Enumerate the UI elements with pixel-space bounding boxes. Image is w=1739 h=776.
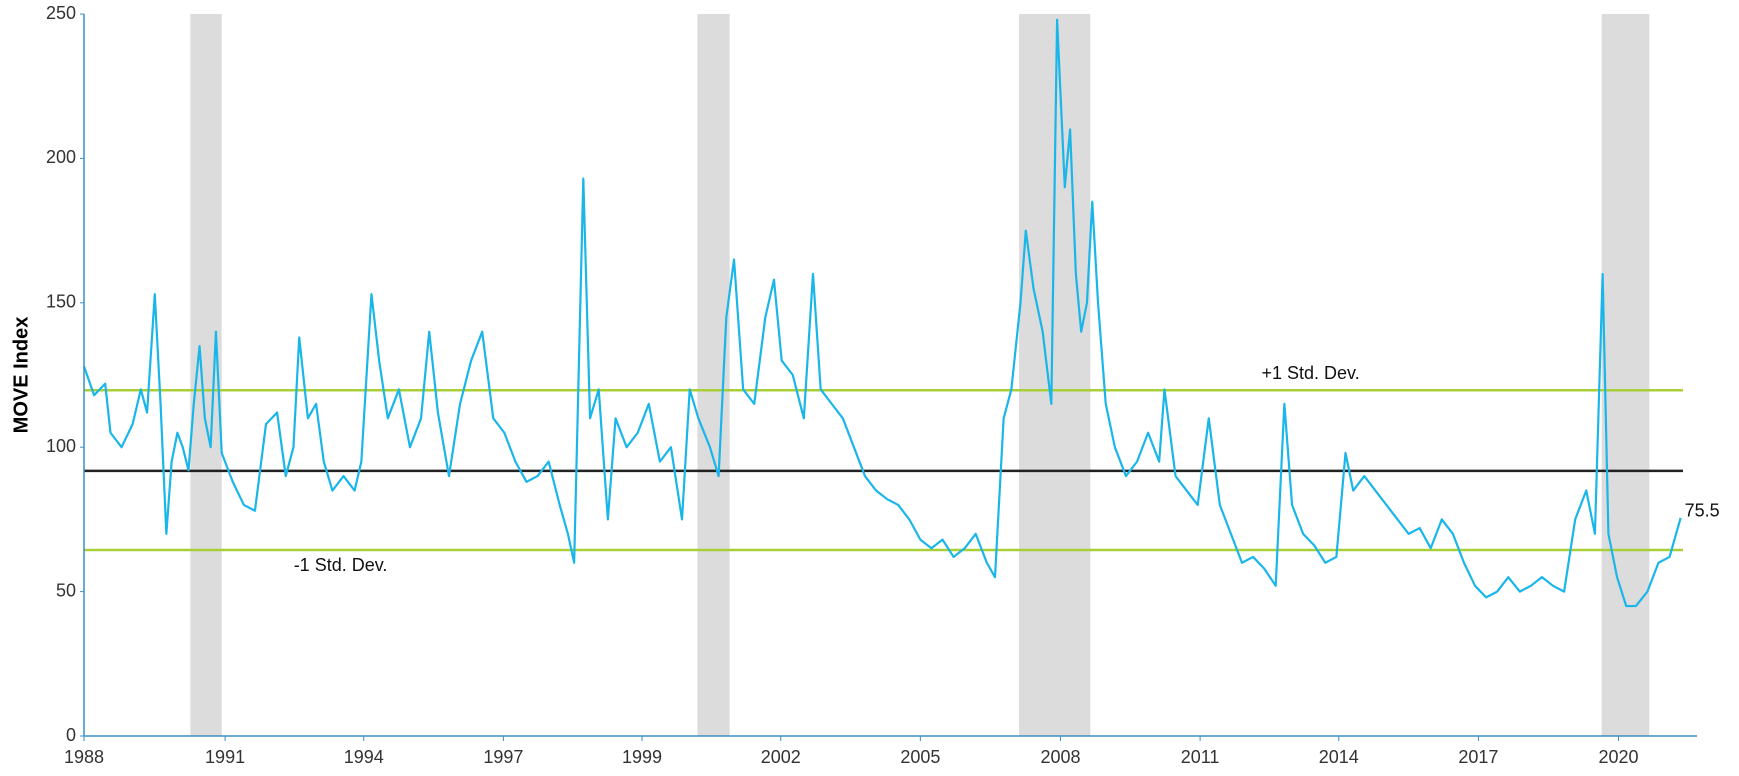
- x-tick-label: 1991: [205, 747, 245, 767]
- x-tick-label: 1988: [64, 747, 104, 767]
- end-value-label: 75.5: [1685, 501, 1720, 521]
- y-tick-label: 150: [46, 292, 76, 312]
- x-tick-label: 2014: [1319, 747, 1359, 767]
- y-tick-label: 50: [56, 580, 76, 600]
- move-index-line: [82, 18, 1682, 608]
- x-tick-label: 2011: [1181, 747, 1220, 767]
- y-tick-label: 100: [46, 436, 76, 456]
- x-tick-label: 1997: [483, 747, 523, 767]
- y-axis-label: MOVE Index: [10, 317, 32, 434]
- x-tick-label: 1999: [622, 747, 662, 767]
- y-tick-label: 200: [46, 147, 76, 167]
- recession-shade: [697, 14, 730, 736]
- x-tick-label: 2008: [1040, 747, 1080, 767]
- x-tick-label: 2005: [900, 747, 940, 767]
- y-tick-label: 250: [46, 3, 76, 23]
- reference-line-label: +1 Std. Dev.: [1261, 363, 1359, 383]
- x-tick-label: 1994: [344, 747, 384, 767]
- x-tick-label: 2017: [1458, 747, 1498, 767]
- recession-shade: [1601, 14, 1650, 736]
- reference-line-label: -1 Std. Dev.: [294, 555, 388, 575]
- x-tick-label: 2002: [761, 747, 801, 767]
- y-tick-label: 0: [66, 725, 76, 745]
- x-tick-label: 2020: [1598, 747, 1638, 767]
